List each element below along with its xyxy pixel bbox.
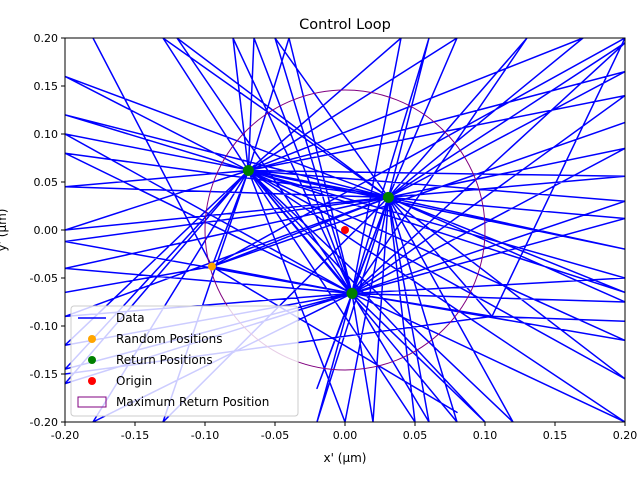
legend-label: Origin: [116, 374, 152, 388]
y-tick-label: 0.15: [34, 80, 59, 93]
return-position-marker: [382, 191, 394, 203]
markers: [208, 164, 394, 299]
x-tick-label: 0.20: [613, 429, 638, 442]
x-tick-label: 0.15: [543, 429, 568, 442]
return-position-marker: [242, 164, 254, 176]
legend: Data Random Positions Return Positions Orig…: [70, 305, 299, 417]
maximum-return-circle: [204, 89, 486, 371]
legend-swatch-marker: [88, 377, 96, 385]
legend-box: [70, 305, 299, 417]
y-axis-label: y' (µm): [0, 209, 9, 252]
y-tick-label: 0.20: [34, 32, 59, 45]
y-tick-label: -0.10: [30, 320, 58, 333]
legend-label: Return Positions: [116, 353, 213, 367]
legend-swatch-marker: [88, 356, 96, 364]
y-tick-label: 0.10: [34, 128, 59, 141]
origin-marker: [341, 226, 349, 234]
x-tick-label: -0.10: [191, 429, 219, 442]
legend-label: Maximum Return Position: [116, 395, 269, 409]
y-tick-label: -0.20: [30, 416, 58, 429]
legend-swatch-patch: [77, 396, 107, 408]
y-tick-label: 0.05: [34, 176, 59, 189]
x-tick-label: 0.05: [403, 429, 428, 442]
x-tick-label: -0.20: [51, 429, 79, 442]
chart-title: Control Loop: [299, 17, 391, 33]
x-axis-label: x' (µm): [324, 451, 367, 465]
y-axis: -0.20 -0.15 -0.10 -0.05 0.00 0.05 0.10 0.15 0.20: [30, 32, 65, 429]
random-position-marker: [208, 262, 216, 271]
x-tick-label: -0.15: [121, 429, 149, 442]
x-axis: -0.20 -0.15 -0.10 -0.05 0.00 0.05 0.10 0.15 0.20: [51, 422, 637, 442]
x-tick-label: 0.00: [333, 429, 358, 442]
legend-label: Random Positions: [116, 332, 222, 346]
return-position-marker: [346, 287, 358, 299]
x-tick-label: 0.10: [473, 429, 498, 442]
legend-label: Data: [116, 311, 145, 325]
x-tick-label: -0.05: [261, 429, 289, 442]
y-tick-label: -0.15: [30, 368, 58, 381]
legend-swatch-marker: [88, 335, 96, 343]
y-tick-label: -0.05: [30, 272, 58, 285]
y-tick-label: 0.00: [34, 224, 59, 237]
